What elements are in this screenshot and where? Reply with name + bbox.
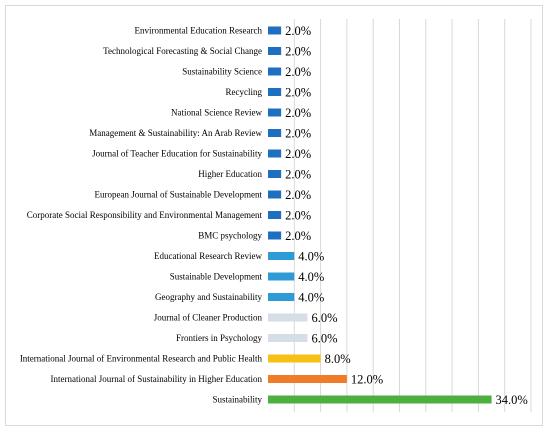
- data-label: 34.0%: [496, 393, 528, 407]
- data-label: 2.0%: [285, 45, 311, 59]
- data-label: 4.0%: [298, 250, 324, 264]
- data-label: 4.0%: [298, 270, 324, 284]
- category-label: Frontiers in Psychology: [176, 333, 263, 343]
- bar: [268, 231, 282, 240]
- category-label: Management & Sustainability: An Arab Rev…: [89, 128, 262, 138]
- bar: [268, 26, 282, 35]
- category-label: Technological Forecasting & Social Chang…: [103, 46, 262, 56]
- category-label: Journal of Teacher Education for Sustain…: [92, 149, 262, 159]
- bar: [268, 129, 282, 137]
- category-labels: Environmental Education Research Technolo…: [20, 26, 263, 405]
- category-label: Geography and Sustainability: [155, 292, 262, 302]
- bar: [268, 293, 295, 301]
- category-label: Corporate Social Responsibility and Envi…: [27, 210, 263, 220]
- category-label: Higher Education: [198, 169, 262, 179]
- bar: [268, 272, 295, 281]
- data-label: 2.0%: [285, 147, 311, 161]
- bar: [268, 190, 282, 199]
- category-label: National Science Review: [171, 108, 262, 118]
- bar: [268, 375, 347, 383]
- bars: [268, 26, 492, 404]
- bar: [268, 252, 295, 260]
- data-label: 12.0%: [351, 373, 383, 387]
- data-label: 2.0%: [285, 229, 311, 243]
- data-label: 6.0%: [311, 311, 337, 325]
- data-label: 4.0%: [298, 291, 324, 305]
- bar: [268, 108, 282, 117]
- bar: [268, 88, 282, 96]
- category-label: International Journal of Environmental R…: [20, 354, 263, 364]
- data-label: 2.0%: [285, 65, 311, 79]
- data-label: 2.0%: [285, 188, 311, 202]
- category-label: Recycling: [226, 87, 263, 97]
- category-label: Journal of Cleaner Production: [154, 313, 263, 323]
- bar: [268, 67, 282, 76]
- category-label: Sustainability: [213, 395, 263, 405]
- data-label: 8.0%: [325, 352, 351, 366]
- data-label: 2.0%: [285, 127, 311, 141]
- category-label: Sustainability Science: [182, 67, 262, 77]
- data-label: 6.0%: [311, 332, 337, 346]
- value-labels: 2.0% 2.0% 2.0% 2.0% 2.0% 2.0% 2.0% 2.0% 2.0% 2.0%…: [285, 24, 528, 407]
- bar: [268, 211, 282, 219]
- bar: [268, 395, 492, 404]
- category-label: International Journal of Sustainability …: [51, 374, 263, 384]
- category-label: European Journal of Sustainable Developm…: [95, 190, 263, 200]
- bar: [268, 170, 282, 178]
- bar: [268, 47, 282, 55]
- bar: [268, 313, 308, 322]
- bar: [268, 354, 321, 363]
- data-label: 2.0%: [285, 86, 311, 100]
- bar: [268, 334, 308, 342]
- category-label: Environmental Education Research: [135, 26, 263, 36]
- data-label: 2.0%: [285, 209, 311, 223]
- data-label: 2.0%: [285, 24, 311, 38]
- category-label: Educational Research Review: [154, 251, 262, 261]
- data-label: 2.0%: [285, 168, 311, 182]
- bar: [268, 149, 282, 158]
- data-label: 2.0%: [285, 106, 311, 120]
- category-label: Sustainable Development: [170, 272, 263, 282]
- gridlines: [293, 19, 532, 412]
- category-label: BMC psychology: [198, 231, 262, 241]
